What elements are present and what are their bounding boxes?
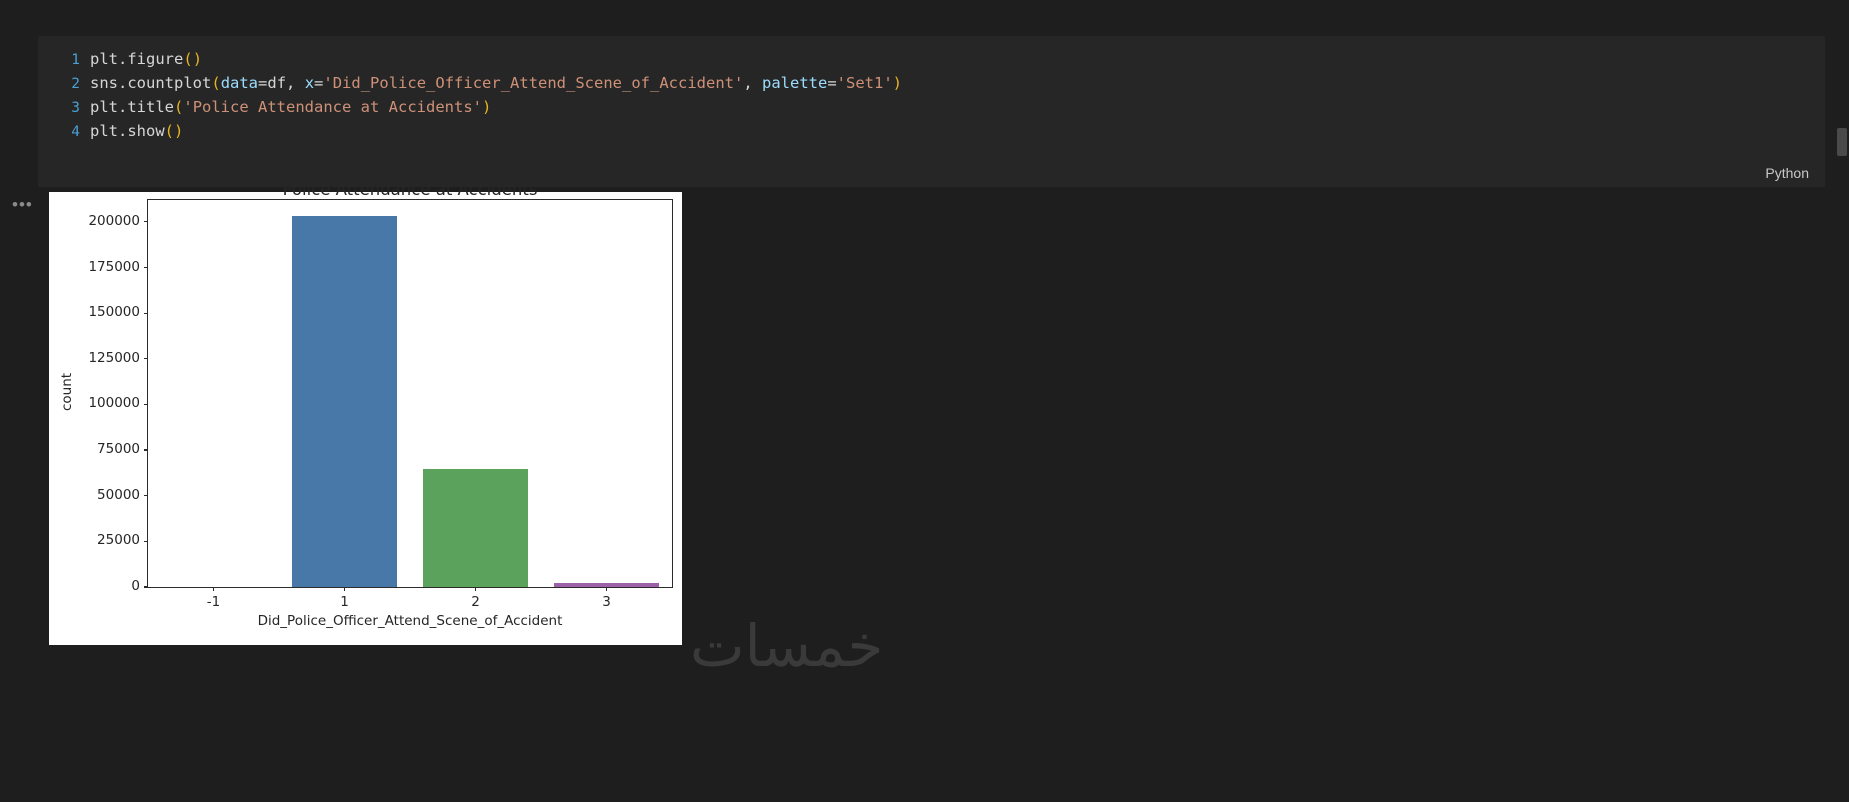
line-number-1: 1	[71, 52, 80, 68]
chart-y-tick-label: 175000	[88, 258, 140, 275]
vertical-scrollbar-track[interactable]	[1835, 0, 1849, 802]
token-open-paren-3: (	[174, 98, 184, 116]
token-title-fn: title	[127, 98, 175, 116]
top-strip	[0, 0, 1849, 36]
token-sns: sns	[90, 74, 118, 92]
code-line-3-text: plt.title('Police Attendance at Accident…	[90, 95, 491, 119]
token-open-paren-2: (	[211, 74, 221, 92]
code-lines: 1 plt.figure() 2 sns.countplot(data=df, …	[38, 47, 1825, 143]
token-kwarg-data: data	[220, 74, 259, 92]
token-open-paren: (	[183, 50, 193, 68]
chart-y-axis-label: count	[59, 372, 75, 412]
code-line-2[interactable]: 2 sns.countplot(data=df, x='Did_Police_O…	[38, 71, 1825, 95]
chart-y-tick-mark	[144, 495, 148, 497]
code-line-4[interactable]: 4 plt.show()	[38, 119, 1825, 143]
code-line-1[interactable]: 1 plt.figure()	[38, 47, 1825, 71]
line-number-4: 4	[71, 124, 80, 140]
chart-bar	[423, 469, 528, 587]
chart-y-tick-mark	[144, 449, 148, 451]
code-line-4-text: plt.show()	[90, 119, 183, 143]
token-open-paren-4: (	[164, 122, 175, 140]
chart-x-tick-label: 2	[471, 594, 480, 610]
token-comma-2: ,	[743, 74, 762, 92]
chart-y-tick-label: 0	[131, 578, 140, 594]
watermark-khamsat: خمسات	[690, 612, 884, 680]
chart-y-tick-mark	[144, 312, 148, 314]
code-line-2-text: sns.countplot(data=df, x='Did_Police_Off…	[90, 71, 902, 95]
token-eq-2: =	[314, 74, 324, 92]
token-dot-4: .	[118, 122, 128, 140]
token-close-paren-4: )	[174, 122, 184, 140]
chart-x-tick-mark	[212, 587, 215, 591]
chart-y-tick-label: 50000	[97, 486, 140, 503]
chart-output-figure: Police Attendance at Accidents count 0 25…	[49, 180, 682, 645]
cell-overflow-ellipsis[interactable]: •••	[12, 195, 33, 214]
chart-y-tick-label: 200000	[88, 212, 140, 229]
chart-bar	[554, 583, 659, 587]
code-cell[interactable]: 1 plt.figure() 2 sns.countplot(data=df, …	[38, 36, 1825, 187]
token-string-title: 'Police Attendance at Accidents'	[183, 98, 482, 116]
chart-plot-area	[148, 200, 672, 587]
language-badge[interactable]: Python	[1765, 165, 1809, 181]
chart-y-tick-mark	[144, 403, 148, 406]
chart-y-tick-mark	[144, 221, 148, 223]
token-dot: .	[118, 50, 128, 68]
chart-y-tick-mark	[144, 540, 148, 542]
token-dot-2: .	[118, 74, 128, 92]
token-eq-1: =	[258, 74, 268, 92]
token-kwarg-x: x	[304, 74, 315, 92]
token-countplot: countplot	[127, 74, 212, 92]
chart-x-tick-mark	[343, 587, 346, 591]
token-comma-1: ,	[286, 74, 305, 92]
token-dot-3: .	[118, 98, 128, 116]
token-plt-4: plt	[90, 122, 118, 140]
token-string-column: 'Did_Police_Officer_Attend_Scene_of_Acci…	[323, 74, 744, 92]
token-figure: figure	[127, 50, 184, 68]
chart-x-axis-label: Did_Police_Officer_Attend_Scene_of_Accid…	[257, 613, 563, 629]
token-plt: plt	[90, 50, 118, 68]
token-eq-3: =	[827, 74, 837, 92]
chart-y-tick-label: 150000	[88, 304, 140, 321]
chart-y-tick-mark	[144, 358, 148, 360]
chart-x-tick-label: -1	[206, 594, 221, 610]
token-close-paren-3: )	[481, 98, 492, 116]
chart-title: Police Attendance at Accidents	[282, 180, 538, 199]
token-show-fn: show	[127, 122, 165, 140]
token-df: df	[267, 74, 287, 92]
chart-y-tick-label: 75000	[97, 441, 140, 458]
chart-y-tick-label: 100000	[88, 395, 140, 412]
chart-x-tick-label: 3	[602, 594, 611, 610]
code-line-3[interactable]: 3 plt.title('Police Attendance at Accide…	[38, 95, 1825, 119]
chart-x-tick-label: 1	[340, 594, 349, 610]
token-string-set1: 'Set1'	[836, 74, 893, 92]
token-close-paren: )	[192, 50, 203, 68]
chart-x-tick-mark	[474, 587, 477, 591]
chart-y-tick-mark	[144, 266, 148, 269]
line-number-3: 3	[71, 100, 80, 116]
chart-y-tick-label: 125000	[88, 349, 140, 366]
chart-y-tick-label: 25000	[97, 532, 140, 549]
chart-axes: 0 25000 50000 75000 100000 125000 150000 175000…	[88, 199, 673, 610]
vertical-scrollbar-thumb[interactable]	[1837, 128, 1847, 156]
code-line-1-text: plt.figure()	[90, 47, 202, 71]
line-number-2: 2	[71, 76, 80, 92]
chart-x-tick-mark	[605, 587, 608, 591]
chart-bar	[292, 216, 397, 587]
token-close-paren-2: )	[892, 74, 903, 92]
chart-y-tick-mark	[144, 586, 148, 588]
token-plt-3: plt	[90, 98, 118, 116]
token-kwarg-palette: palette	[762, 74, 828, 92]
